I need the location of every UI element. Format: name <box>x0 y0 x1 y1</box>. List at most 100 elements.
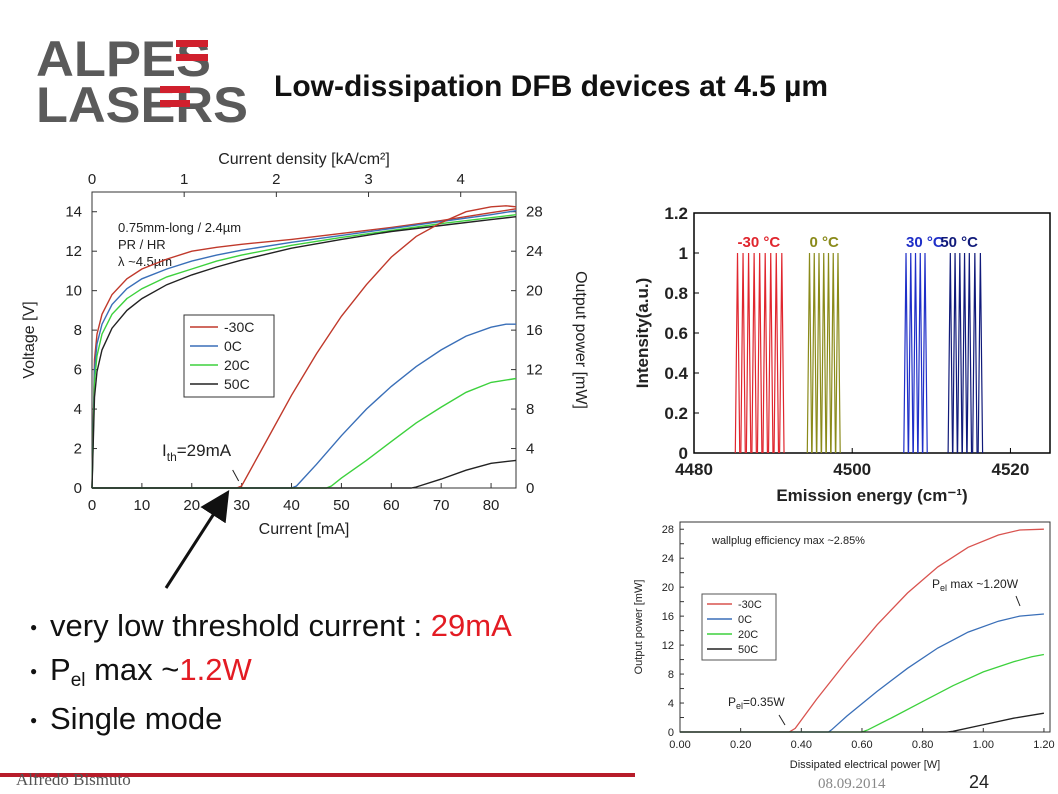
spectrum-peak <box>745 252 752 454</box>
slide-title: Low-dissipation DFB devices at 4.5 µm <box>274 70 829 103</box>
y-tick-label: 0.8 <box>664 284 688 303</box>
y2-tick-label: 4 <box>526 441 534 458</box>
legend-entry: 20C <box>224 357 250 373</box>
bullet-pel: Pel max ~1.2W <box>30 648 512 697</box>
y-tick-label: 24 <box>662 553 674 565</box>
spectrum-peak <box>806 252 813 454</box>
x-tick-label: 0.80 <box>912 739 933 751</box>
y2-axis-label: Output power [mW] <box>572 271 589 409</box>
x-tick-label: 0 <box>88 497 96 514</box>
spectrum-peak <box>751 252 757 454</box>
y-tick-label: 6 <box>74 362 82 379</box>
y-tick-label: 8 <box>74 322 82 339</box>
y-tick-label: 1.2 <box>664 204 688 223</box>
spectra-chart: 0 0.2 0.4 0.6 0.8 1 1.2 4480 4500 4520 Emission en… <box>633 204 1051 505</box>
spectrum-peak <box>811 252 818 454</box>
x2-tick-label: 1 <box>180 171 188 188</box>
y-tick-label: 0 <box>668 727 674 739</box>
y-tick-label: 2 <box>74 441 82 458</box>
y-tick-label: 4 <box>668 698 674 710</box>
logo-accent-1 <box>176 40 208 47</box>
y-tick-label: 0.6 <box>664 324 688 343</box>
bullet-highlight: 29mA <box>430 608 512 643</box>
x-tick-label: 80 <box>483 497 500 514</box>
y-tick-label: 4 <box>74 401 82 418</box>
y-tick-label: 12 <box>65 243 82 260</box>
alpes-lasers-logo: ALPES LASERS <box>36 34 248 126</box>
device-info-line: PR / HR <box>118 237 166 252</box>
spectrum-peak <box>966 252 973 454</box>
y2-tick-label: 16 <box>526 322 543 339</box>
logo-accent-2 <box>176 54 208 61</box>
logo-accent-4 <box>160 100 190 107</box>
logo-accent-3 <box>160 86 190 93</box>
power-line-50C <box>92 459 517 489</box>
spectrum-peak <box>767 252 774 454</box>
y2-tick-label: 0 <box>526 480 534 497</box>
x-tick-label: 50 <box>333 497 350 514</box>
y2-tick-label: 8 <box>526 401 534 418</box>
legend-entry: 50C <box>738 644 758 656</box>
y-tick-label: 0.2 <box>664 404 688 423</box>
x-tick-label: 10 <box>134 497 151 514</box>
group-label: 50 °C <box>940 234 978 251</box>
y-tick-label: 0 <box>74 480 82 497</box>
spectrum-peak <box>977 252 984 454</box>
y-tick-label: 14 <box>65 204 82 221</box>
legend-entry: 50C <box>224 376 250 392</box>
spectrum-peak <box>922 252 928 454</box>
x-axis-label: Emission energy (cm⁻¹) <box>776 486 967 505</box>
y-axis-label: Intensity(a.u.) <box>633 278 652 389</box>
power-line--30C <box>680 528 1044 733</box>
liv-chart: 0 10 20 30 40 50 60 70 8002468101214048121620242… <box>21 151 589 538</box>
pel-max-tick <box>1015 595 1021 607</box>
device-info-line: λ ~4.5µm <box>118 254 172 269</box>
x-tick-label: 4500 <box>833 460 871 479</box>
spectrum-peak <box>907 252 914 454</box>
spectrum-peak <box>756 252 763 454</box>
x-tick-label: 70 <box>433 497 450 514</box>
y2-tick-label: 24 <box>526 243 543 260</box>
x-tick-label: 4480 <box>675 460 713 479</box>
efficiency-note: wallplug efficiency max ~2.85% <box>711 535 865 547</box>
threshold-annotation: Ith=29mA <box>162 441 232 464</box>
y-tick-label: 20 <box>662 582 674 594</box>
voltage-line--30C <box>91 208 517 489</box>
power-line-20C <box>92 377 517 489</box>
spectrum-peak <box>972 252 978 454</box>
arrow-line <box>164 489 230 589</box>
y-tick-label: 10 <box>65 283 82 300</box>
legend-entry: 0C <box>224 338 242 354</box>
legend-entry: 0C <box>738 614 752 626</box>
spectrum-peak <box>835 252 841 454</box>
spectrum-peak <box>820 252 827 454</box>
spectrum-peak <box>825 252 832 454</box>
voltage-line-0C <box>91 210 517 489</box>
power-line--30C <box>92 205 517 489</box>
spectrum-peak <box>816 252 822 454</box>
x-tick-label: 1.00 <box>973 739 994 751</box>
bullet-prefix: P <box>50 652 71 687</box>
legend-entry: 20C <box>738 629 758 641</box>
legend-entry: -30C <box>738 599 762 611</box>
spectrum-peak <box>903 252 909 454</box>
spectrum-peak <box>947 252 954 454</box>
pel-threshold-annotation: Pel=0.35W <box>728 695 785 711</box>
wallplug-chart: 0 4 8 12 16 20 24 28 0.00 0.20 0.40 0.60 0.80 1.00 1.2… <box>633 521 1055 771</box>
bullet-text: very low threshold current : <box>50 608 431 643</box>
spectrum-peak <box>956 252 963 454</box>
group-label: -30 °C <box>738 234 781 251</box>
x-tick-label: 40 <box>283 497 300 514</box>
spectrum-peak <box>917 252 924 454</box>
group-label: 0 °C <box>810 234 840 251</box>
spectrum-peak <box>762 252 769 454</box>
x2-axis-label: Current density [kA/cm²] <box>218 151 390 168</box>
spectrum-peak <box>912 252 919 454</box>
voltage-line-20C <box>91 214 517 489</box>
device-info-line: 0.75mm-long / 2.4µm <box>118 220 241 235</box>
x2-tick-label: 0 <box>88 171 96 188</box>
pel-max-annotation: Pel max ~1.20W <box>932 577 1019 593</box>
pel-threshold-tick <box>778 714 786 726</box>
x-tick-label: 60 <box>383 497 400 514</box>
y-axis-label: Output power [mW] <box>633 580 645 675</box>
